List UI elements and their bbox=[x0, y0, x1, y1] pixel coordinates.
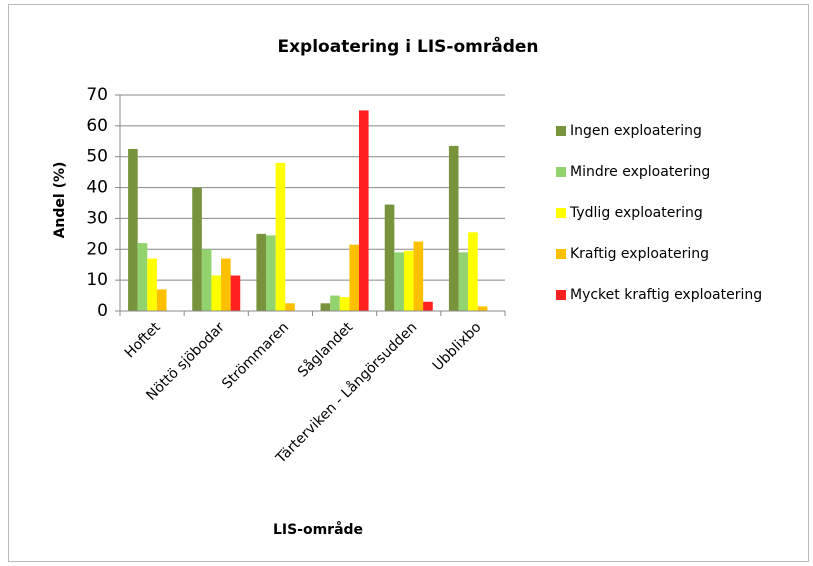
legend-swatch bbox=[556, 249, 566, 259]
bar bbox=[468, 232, 478, 311]
legend-label: Ingen exploatering bbox=[570, 123, 702, 139]
y-tick-label: 0 bbox=[97, 301, 108, 321]
y-tick-label: 70 bbox=[86, 85, 108, 105]
bar bbox=[192, 187, 202, 311]
bar bbox=[349, 244, 359, 311]
y-tick-label: 40 bbox=[86, 178, 108, 198]
bar bbox=[320, 303, 331, 311]
x-axis-title: LIS-område bbox=[273, 521, 363, 538]
legend-swatch bbox=[556, 167, 566, 177]
y-axis-title: Andel (%) bbox=[52, 162, 68, 239]
bar bbox=[394, 252, 404, 311]
bar bbox=[384, 204, 395, 311]
bar bbox=[230, 275, 241, 311]
chart-title: Exploatering i LIS-områden bbox=[277, 35, 538, 57]
bar bbox=[358, 110, 369, 311]
bar bbox=[201, 249, 212, 311]
y-tick-label: 20 bbox=[86, 239, 108, 259]
legend-label: Mycket kraftig exploatering bbox=[570, 287, 762, 303]
legend-label: Mindre exploatering bbox=[570, 164, 710, 180]
legend-swatch bbox=[556, 290, 566, 300]
y-tick-label: 30 bbox=[86, 208, 108, 228]
bar bbox=[285, 303, 295, 311]
y-tick-label: 60 bbox=[86, 116, 108, 136]
bar bbox=[403, 250, 414, 311]
bar bbox=[275, 162, 286, 311]
legend-swatch bbox=[556, 126, 566, 136]
bar bbox=[266, 235, 276, 311]
bar bbox=[330, 295, 340, 311]
bar bbox=[128, 149, 138, 311]
y-tick-label: 10 bbox=[86, 270, 108, 290]
bar bbox=[448, 145, 459, 311]
bar bbox=[477, 306, 488, 311]
legend-swatch bbox=[556, 208, 566, 218]
legend-label: Kraftig exploatering bbox=[570, 246, 709, 262]
bar bbox=[423, 301, 433, 311]
bar bbox=[413, 241, 424, 311]
bar bbox=[137, 243, 148, 311]
bar bbox=[339, 297, 350, 311]
bar bbox=[147, 258, 157, 311]
bar bbox=[211, 275, 222, 311]
bar bbox=[156, 289, 167, 311]
bar bbox=[458, 252, 469, 311]
bar bbox=[221, 258, 231, 311]
y-tick-label: 50 bbox=[86, 147, 108, 167]
legend-label: Tydlig exploatering bbox=[569, 205, 703, 221]
bar bbox=[256, 233, 267, 311]
